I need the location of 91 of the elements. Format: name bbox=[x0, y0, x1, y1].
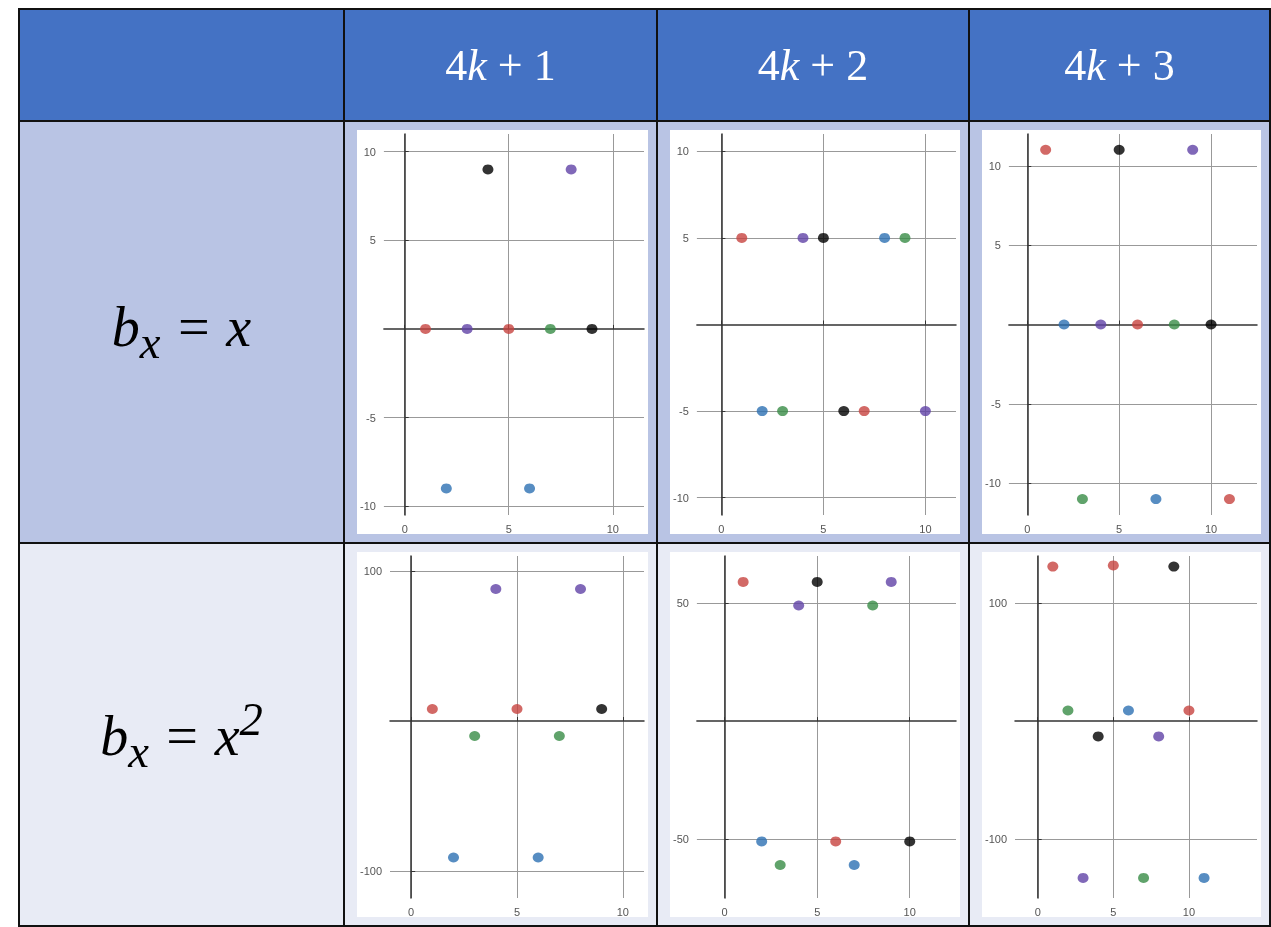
y-tick-label: 50 bbox=[676, 597, 689, 610]
point bbox=[503, 323, 515, 334]
y-tick-label: -5 bbox=[366, 411, 376, 424]
point bbox=[1150, 494, 1162, 505]
x-tick-label: 10 bbox=[1182, 905, 1196, 918]
point bbox=[426, 704, 438, 714]
x-tick-label: 10 bbox=[903, 905, 916, 918]
point bbox=[482, 164, 494, 175]
point bbox=[1183, 705, 1195, 716]
point bbox=[1168, 561, 1180, 572]
point bbox=[1058, 319, 1070, 330]
y-tick-label: -50 bbox=[672, 833, 689, 846]
point bbox=[448, 852, 460, 863]
point bbox=[1076, 494, 1088, 505]
y-tick-label: -10 bbox=[359, 500, 376, 513]
x-tick-label: 5 bbox=[820, 522, 827, 535]
point bbox=[586, 323, 598, 334]
point bbox=[1223, 494, 1235, 505]
point bbox=[1092, 731, 1104, 742]
y-tick-label: 10 bbox=[363, 145, 376, 158]
x-tick-label: 5 bbox=[1110, 905, 1117, 918]
point bbox=[756, 836, 768, 847]
chart-title: 4k + 1 bbox=[344, 9, 657, 121]
point bbox=[544, 323, 556, 334]
x-tick-label: 10 bbox=[1204, 522, 1218, 535]
point bbox=[1132, 319, 1144, 330]
point bbox=[1077, 872, 1089, 883]
point bbox=[553, 731, 565, 741]
y-axis-title: b$_{x}$ = x$^{2}$ bbox=[19, 543, 344, 926]
y-tick-label: 100 bbox=[363, 565, 383, 577]
point bbox=[420, 323, 432, 334]
y-tick-label: 10 bbox=[988, 159, 1001, 172]
x-tick-label: 0 bbox=[1024, 522, 1031, 535]
x-tick-label: 5 bbox=[513, 905, 521, 918]
point bbox=[440, 483, 452, 494]
point bbox=[1095, 319, 1107, 330]
point bbox=[1047, 561, 1059, 572]
point bbox=[885, 576, 897, 587]
y-tick-label: 100 bbox=[988, 597, 1008, 610]
y-tick-label: 5 bbox=[369, 234, 376, 247]
point bbox=[1062, 705, 1074, 716]
x-tick-label: 0 bbox=[1034, 905, 1041, 918]
point bbox=[511, 704, 523, 714]
point bbox=[596, 704, 608, 714]
x-tick-label: 10 bbox=[606, 522, 619, 535]
point bbox=[1040, 144, 1052, 155]
point bbox=[830, 836, 842, 847]
point bbox=[1122, 705, 1134, 716]
point bbox=[532, 852, 544, 863]
point bbox=[1168, 319, 1180, 330]
point bbox=[1107, 560, 1119, 571]
point bbox=[524, 483, 536, 494]
point bbox=[575, 584, 586, 594]
x-tick-label: 5 bbox=[505, 522, 512, 535]
point bbox=[774, 859, 786, 870]
y-axis-title: b$_{x}$ = x bbox=[19, 121, 344, 543]
y-tick-label: -5 bbox=[991, 397, 1001, 410]
point bbox=[1205, 319, 1217, 330]
y-tick-label: 10 bbox=[676, 145, 689, 158]
x-tick-label: 0 bbox=[721, 905, 728, 918]
y-tick-label: -100 bbox=[984, 833, 1008, 846]
point bbox=[737, 576, 749, 587]
point bbox=[461, 323, 473, 334]
y-tick-label: -10 bbox=[672, 491, 689, 504]
x-tick-label: 0 bbox=[718, 522, 725, 535]
point bbox=[1113, 144, 1125, 155]
point bbox=[904, 836, 916, 847]
y-tick-label: -5 bbox=[679, 405, 689, 418]
x-tick-label: 10 bbox=[616, 905, 629, 918]
x-tick-label: 0 bbox=[401, 522, 408, 535]
point bbox=[811, 576, 823, 587]
y-tick-label: -10 bbox=[984, 477, 1001, 490]
point bbox=[490, 584, 502, 594]
x-tick-label: 5 bbox=[1116, 522, 1123, 535]
point bbox=[1138, 872, 1150, 883]
point bbox=[469, 731, 481, 741]
point bbox=[867, 600, 879, 611]
point bbox=[848, 859, 860, 870]
point bbox=[793, 600, 805, 611]
x-tick-label: 5 bbox=[814, 905, 821, 918]
point bbox=[1153, 731, 1165, 742]
y-tick-label: 5 bbox=[994, 239, 1001, 252]
y-tick-label: 5 bbox=[682, 231, 689, 244]
point bbox=[565, 164, 577, 175]
point bbox=[1187, 144, 1199, 155]
y-tick-label: -100 bbox=[359, 865, 383, 877]
chart-title: 4k + 2 bbox=[657, 9, 969, 121]
chart-title: 4k + 3 bbox=[969, 9, 1270, 121]
x-tick-label: 10 bbox=[919, 522, 932, 535]
point bbox=[1198, 872, 1210, 883]
x-tick-label: 0 bbox=[408, 905, 415, 918]
